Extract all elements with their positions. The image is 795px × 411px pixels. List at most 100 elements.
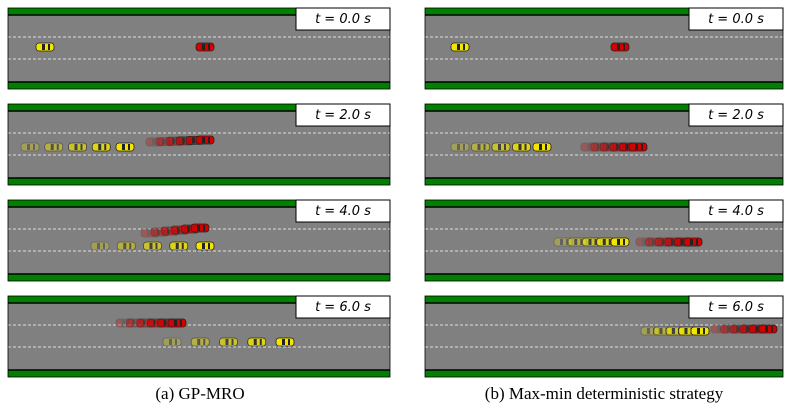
car-body: [20, 142, 40, 152]
caption: (b) Max-min deterministic strategy: [485, 384, 724, 403]
car-window: [202, 44, 205, 50]
car-window: [225, 339, 229, 345]
car: [450, 42, 470, 52]
car-body: [162, 337, 182, 347]
car: [195, 241, 215, 251]
car-window: [726, 326, 730, 332]
car-window: [197, 339, 201, 345]
car: [471, 142, 490, 152]
car-window: [647, 328, 650, 334]
car-body: [115, 318, 135, 328]
car-body: [640, 326, 660, 336]
car: [610, 42, 630, 52]
car-window: [158, 139, 160, 145]
car-body: [140, 228, 160, 238]
frame-border: [424, 295, 784, 378]
car-window: [169, 339, 172, 345]
car-window: [659, 328, 663, 334]
car-window: [132, 320, 136, 326]
car-body: [635, 237, 655, 247]
grass: [8, 370, 390, 377]
car-window: [736, 326, 740, 332]
car: [90, 241, 110, 251]
car-window: [642, 239, 645, 245]
car-window: [163, 320, 167, 326]
car-window: [203, 225, 205, 231]
car: [167, 318, 187, 328]
car-window: [202, 243, 205, 249]
car: [247, 337, 267, 347]
car: [683, 237, 703, 247]
car: [35, 42, 55, 52]
car-window: [157, 229, 160, 235]
car-window: [122, 144, 125, 150]
car-window: [231, 339, 234, 345]
car-window: [518, 144, 522, 150]
car-window: [56, 144, 59, 150]
car-window: [128, 144, 130, 150]
car-window: [457, 144, 460, 150]
car-window: [755, 326, 759, 332]
car: [450, 142, 470, 152]
grass: [425, 274, 783, 281]
car-window: [175, 339, 177, 345]
car-window: [717, 326, 720, 332]
car-window: [602, 239, 606, 245]
grass: [425, 370, 783, 377]
car-body: [90, 241, 110, 251]
car-window: [745, 326, 749, 332]
car-window: [208, 44, 210, 50]
car: [145, 137, 165, 147]
time-label-box: [295, 199, 391, 223]
car-window: [128, 320, 130, 326]
car: [710, 324, 730, 334]
car-window: [623, 239, 625, 245]
car-window: [162, 138, 165, 145]
car-window: [524, 144, 527, 150]
car-window: [463, 144, 465, 150]
car-window: [152, 139, 155, 145]
car-window: [483, 144, 486, 150]
grass: [425, 104, 783, 111]
car-window: [684, 328, 688, 334]
car-window: [580, 239, 583, 245]
grass: [8, 296, 390, 303]
car: [219, 337, 238, 347]
car-window: [653, 328, 655, 334]
frame-border: [7, 103, 391, 186]
car: [491, 142, 511, 152]
car-window: [33, 144, 35, 150]
car: [758, 324, 778, 334]
car-window: [545, 144, 547, 150]
car-window: [97, 243, 100, 249]
frame-border: [7, 199, 391, 282]
car-window: [498, 144, 501, 150]
grass: [425, 178, 783, 185]
car-window: [672, 328, 675, 334]
car: [567, 237, 587, 247]
car-window: [103, 243, 105, 249]
car: [68, 142, 87, 152]
car: [143, 241, 162, 251]
frame-border: [7, 295, 391, 378]
car-body: [190, 337, 210, 347]
car-window: [635, 144, 638, 150]
car: [195, 42, 215, 52]
car-window: [48, 44, 50, 50]
car-window: [142, 320, 146, 326]
car-window: [208, 137, 210, 143]
car-window: [765, 326, 768, 332]
car-window: [463, 44, 465, 50]
car-window: [98, 144, 102, 150]
car: [195, 135, 215, 145]
car-body: [580, 142, 600, 152]
car: [190, 337, 210, 347]
car-window: [625, 144, 629, 150]
car-window: [587, 144, 590, 150]
time-label: t = 0.0 s: [708, 12, 764, 27]
time-label: t = 4.0 s: [315, 204, 371, 219]
grass: [8, 82, 390, 89]
time-label: t = 2.0 s: [708, 108, 764, 123]
car-window: [104, 144, 107, 150]
